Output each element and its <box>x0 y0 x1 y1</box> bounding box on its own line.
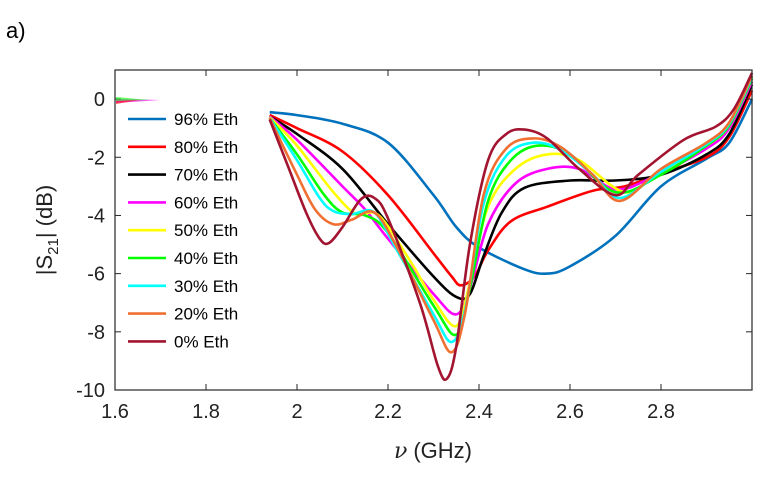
y-tick-label: -6 <box>87 264 105 286</box>
legend-artifact-3 <box>116 100 140 104</box>
panel-label: a) <box>6 18 26 43</box>
y-tick-label: -2 <box>87 147 105 169</box>
legend-label-5: 40% Eth <box>174 249 238 268</box>
legend: 96% Eth 80% Eth 70% Eth 60% Eth 50% Eth 40% E… <box>116 97 238 351</box>
y-tick-label: 0 <box>94 89 105 111</box>
x-tick-label: 2.6 <box>556 401 584 423</box>
y-axis-label: |S21| (dB) <box>32 185 62 275</box>
legend-label-0: 96% Eth <box>174 110 238 129</box>
x-tick-label: 2.2 <box>374 401 402 423</box>
x-axis-label: ν (GHz) <box>394 438 472 464</box>
x-axis-unit: (GHz) <box>413 438 472 463</box>
legend-label-2: 70% Eth <box>174 166 238 185</box>
legend-artifact-2 <box>116 97 150 101</box>
series-line-7 <box>268 75 754 354</box>
legend-label-1: 80% Eth <box>174 138 238 157</box>
y-tick-label: -10 <box>76 380 105 402</box>
legend-label-6: 30% Eth <box>174 277 238 296</box>
plot-background <box>115 70 752 390</box>
legend-label-8: 0% Eth <box>174 332 229 351</box>
legend-label-7: 20% Eth <box>174 305 238 324</box>
x-tick-label: 1.8 <box>192 401 220 423</box>
x-tick-label: 2 <box>291 401 302 423</box>
series-line-0 <box>269 98 754 276</box>
x-tick-label: 2.8 <box>647 401 675 423</box>
legend-label-3: 60% Eth <box>174 193 238 212</box>
plot-area: 1.6 1.8 2 2.2 2.4 2.6 2.8 0 -2 -4 -6 -8 -10 <box>76 69 754 423</box>
x-tick-label: 2.4 <box>465 401 493 423</box>
x-tick-label: 1.6 <box>101 401 129 423</box>
y-tick-label: -8 <box>87 322 105 344</box>
x-axis-symbol: ν <box>394 439 407 464</box>
legend-items: 96% Eth 80% Eth 70% Eth 60% Eth 50% Eth 40% E… <box>128 110 238 351</box>
series-line-8 <box>268 72 754 382</box>
y-axis-sub: 21 <box>45 238 62 255</box>
series-layer <box>268 72 754 382</box>
y-tick-label: -4 <box>87 205 105 227</box>
series-line-2 <box>268 83 754 301</box>
y-axis-main: |S <box>32 255 57 275</box>
legend-label-4: 50% Eth <box>174 221 238 240</box>
ticks-layer: 1.6 1.8 2 2.2 2.4 2.6 2.8 0 -2 -4 -6 -8 -10 <box>76 70 752 423</box>
y-axis-unit: | (dB) <box>32 185 57 238</box>
axes-box <box>114 69 753 391</box>
